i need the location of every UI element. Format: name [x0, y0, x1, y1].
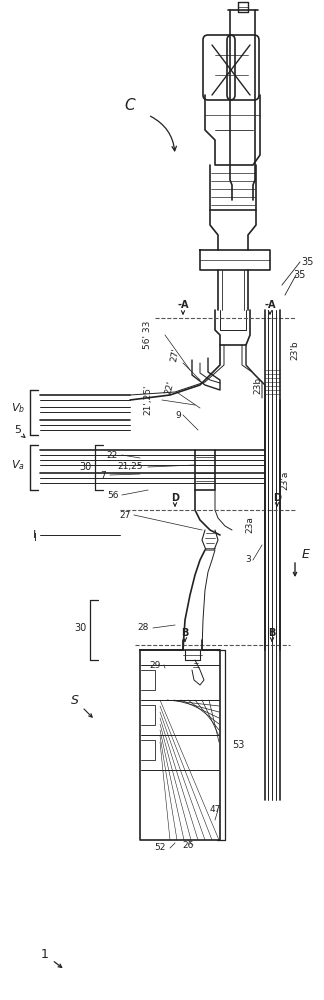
Text: 23b: 23b	[253, 376, 262, 394]
Text: D: D	[171, 493, 179, 503]
Text: -A: -A	[264, 300, 276, 310]
Text: B: B	[181, 628, 189, 638]
Text: 30: 30	[79, 462, 91, 472]
Text: 1: 1	[41, 948, 49, 962]
Text: B: B	[268, 628, 276, 638]
Text: $V_b$: $V_b$	[11, 401, 25, 415]
Text: D: D	[273, 493, 281, 503]
Text: 29: 29	[149, 660, 161, 670]
Text: 53: 53	[232, 740, 244, 750]
Text: 22': 22'	[164, 380, 176, 396]
Text: 3: 3	[245, 556, 251, 564]
Text: 21,25: 21,25	[117, 462, 143, 472]
Text: E: E	[302, 548, 310, 562]
Text: 23'b: 23'b	[291, 340, 299, 360]
Text: 52: 52	[154, 844, 166, 852]
Text: S: S	[71, 694, 79, 706]
Text: 27: 27	[119, 510, 131, 520]
Text: I: I	[34, 533, 36, 543]
Text: 56' 33: 56' 33	[144, 321, 153, 349]
Text: -A: -A	[177, 300, 189, 310]
Text: 23'a: 23'a	[281, 470, 290, 490]
Text: 47: 47	[209, 806, 221, 814]
Text: 27': 27'	[169, 347, 181, 363]
Text: 35: 35	[294, 270, 306, 280]
Text: 56: 56	[107, 490, 119, 499]
Text: 21',25': 21',25'	[144, 385, 153, 415]
Text: 28: 28	[137, 624, 149, 633]
Text: 35: 35	[302, 257, 314, 267]
Text: $V_a$: $V_a$	[11, 458, 25, 472]
Text: 30: 30	[74, 623, 86, 633]
Text: I: I	[33, 530, 37, 540]
Text: 9: 9	[175, 410, 181, 420]
Text: C: C	[125, 98, 135, 112]
Text: 26: 26	[182, 840, 194, 850]
Text: 23a: 23a	[246, 517, 254, 533]
Text: 7: 7	[100, 471, 106, 480]
Text: 22: 22	[106, 450, 118, 460]
Text: 5: 5	[15, 425, 21, 435]
